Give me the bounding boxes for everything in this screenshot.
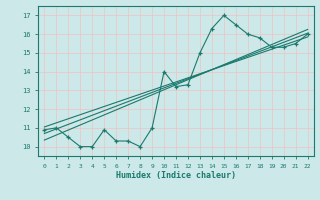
X-axis label: Humidex (Indice chaleur): Humidex (Indice chaleur) [116, 171, 236, 180]
